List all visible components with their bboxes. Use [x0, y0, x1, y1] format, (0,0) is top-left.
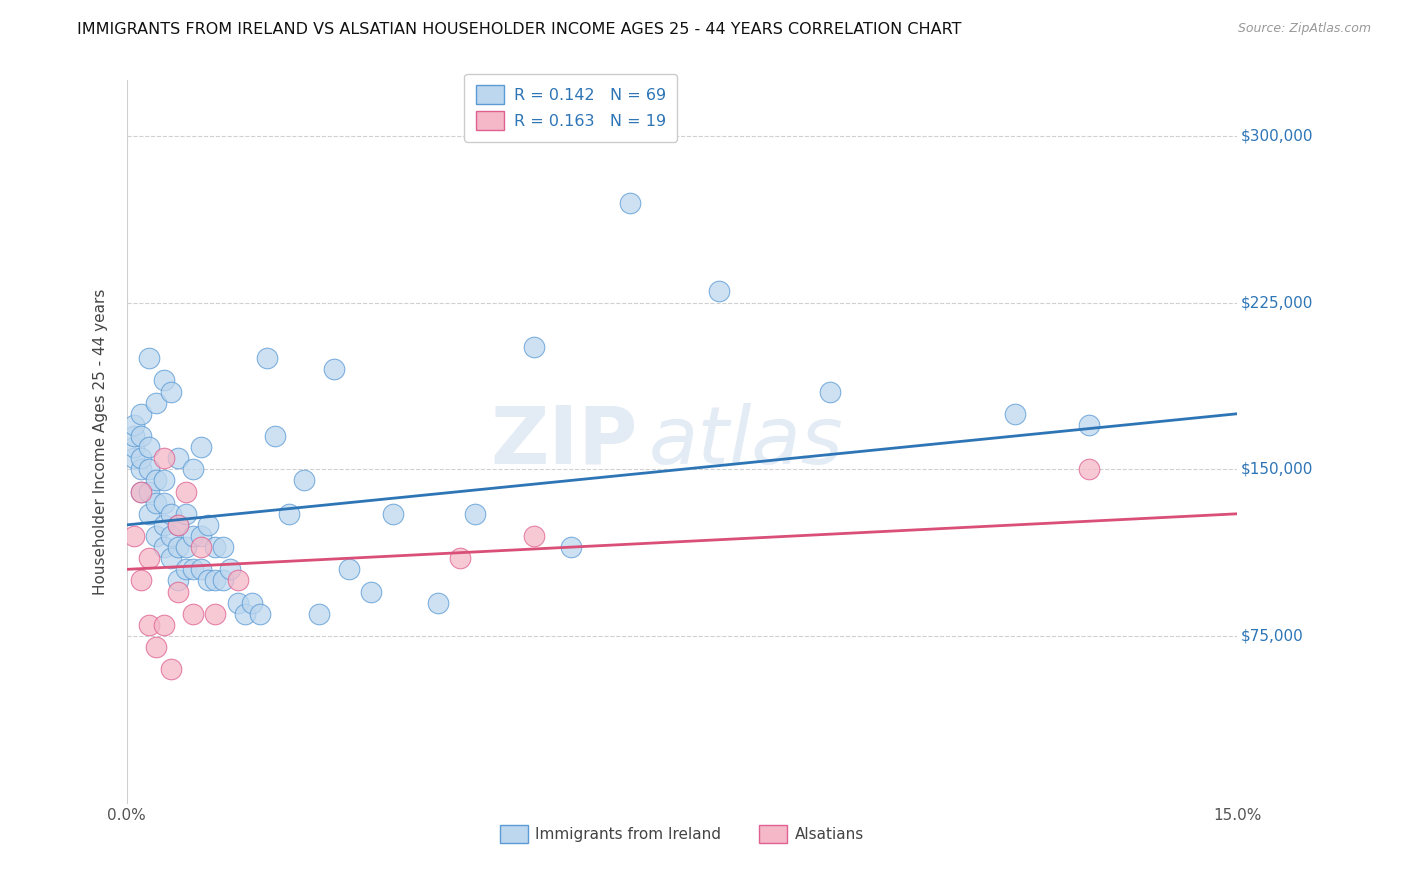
Point: [426, 596, 449, 610]
Point: [464, 507, 486, 521]
Point: [131, 451, 153, 466]
Point: [233, 607, 256, 621]
Point: [249, 607, 271, 621]
Text: Source: ZipAtlas.com: Source: ZipAtlas.com: [1237, 22, 1371, 36]
Text: $150,000: $150,000: [1240, 462, 1313, 477]
Point: [242, 596, 264, 610]
Point: [278, 507, 301, 521]
Point: [190, 540, 212, 554]
Text: $75,000: $75,000: [1240, 629, 1303, 643]
Point: [818, 384, 841, 399]
Point: [211, 540, 233, 554]
Point: [560, 540, 582, 554]
Y-axis label: Householder Income Ages 25 - 44 years: Householder Income Ages 25 - 44 years: [93, 288, 108, 595]
Point: [138, 462, 160, 476]
Point: [138, 551, 160, 566]
Point: [131, 574, 153, 588]
Point: [190, 562, 212, 576]
Point: [131, 462, 153, 476]
Point: [167, 574, 190, 588]
Point: [145, 496, 167, 510]
Point: [322, 362, 344, 376]
Point: [145, 529, 167, 543]
Point: [152, 474, 174, 488]
Point: [204, 574, 226, 588]
Point: [138, 440, 160, 454]
Point: [190, 529, 212, 543]
Point: [138, 507, 160, 521]
Point: [152, 618, 174, 632]
Point: [707, 285, 730, 299]
Point: [138, 351, 160, 366]
Point: [160, 507, 183, 521]
Point: [152, 540, 174, 554]
Point: [174, 507, 197, 521]
Point: [211, 574, 233, 588]
Point: [337, 562, 360, 576]
Text: atlas: atlas: [648, 402, 844, 481]
Point: [174, 484, 197, 499]
Point: [523, 340, 546, 354]
Point: [226, 574, 249, 588]
Point: [160, 384, 183, 399]
Point: [167, 540, 190, 554]
Point: [122, 417, 145, 432]
Point: [174, 540, 197, 554]
Point: [263, 429, 285, 443]
Point: [160, 529, 183, 543]
Point: [181, 529, 204, 543]
Point: [1078, 417, 1101, 432]
Point: [219, 562, 242, 576]
Text: $225,000: $225,000: [1240, 295, 1313, 310]
Point: [145, 474, 167, 488]
Point: [122, 440, 145, 454]
Text: $300,000: $300,000: [1240, 128, 1313, 144]
Point: [292, 474, 315, 488]
Point: [131, 429, 153, 443]
Point: [1078, 462, 1101, 476]
Point: [174, 562, 197, 576]
Point: [167, 517, 190, 532]
Point: [152, 496, 174, 510]
Point: [152, 373, 174, 387]
Legend: Immigrants from Ireland, Alsatians: Immigrants from Ireland, Alsatians: [494, 819, 870, 849]
Point: [360, 584, 382, 599]
Point: [138, 618, 160, 632]
Point: [122, 529, 145, 543]
Point: [197, 517, 219, 532]
Point: [226, 596, 249, 610]
Point: [122, 429, 145, 443]
Point: [308, 607, 330, 621]
Point: [204, 607, 226, 621]
Point: [138, 484, 160, 499]
Point: [190, 440, 212, 454]
Point: [131, 484, 153, 499]
Point: [181, 462, 204, 476]
Point: [131, 407, 153, 421]
Point: [382, 507, 405, 521]
Point: [145, 395, 167, 409]
Point: [619, 195, 641, 210]
Point: [152, 451, 174, 466]
Point: [449, 551, 471, 566]
Point: [256, 351, 278, 366]
Point: [181, 562, 204, 576]
Point: [145, 640, 167, 655]
Point: [160, 662, 183, 676]
Point: [204, 540, 226, 554]
Point: [523, 529, 546, 543]
Text: ZIP: ZIP: [491, 402, 637, 481]
Text: IMMIGRANTS FROM IRELAND VS ALSATIAN HOUSEHOLDER INCOME AGES 25 - 44 YEARS CORREL: IMMIGRANTS FROM IRELAND VS ALSATIAN HOUS…: [77, 22, 962, 37]
Point: [167, 451, 190, 466]
Point: [167, 584, 190, 599]
Point: [122, 451, 145, 466]
Point: [131, 484, 153, 499]
Point: [152, 517, 174, 532]
Point: [181, 607, 204, 621]
Point: [197, 574, 219, 588]
Point: [167, 517, 190, 532]
Point: [1004, 407, 1026, 421]
Point: [160, 551, 183, 566]
